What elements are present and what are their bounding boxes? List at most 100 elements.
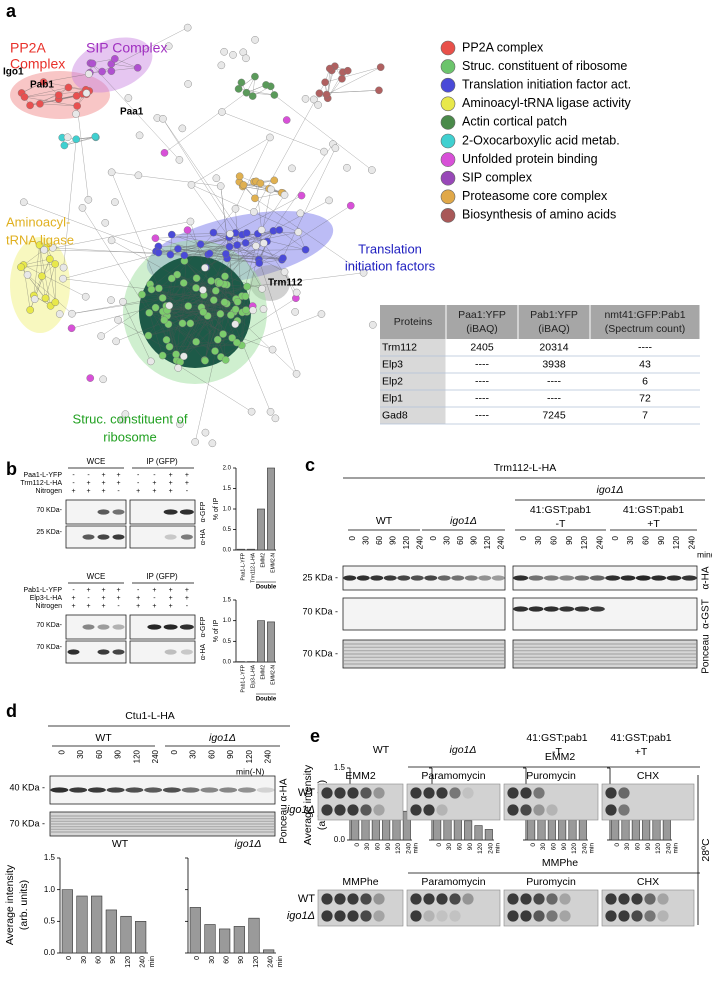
network-edge xyxy=(111,172,167,307)
plate-label: Puromycin xyxy=(526,876,576,888)
band xyxy=(513,606,529,612)
plate-label: Paramomycin xyxy=(421,770,485,782)
band xyxy=(666,575,682,581)
network-node xyxy=(201,264,209,272)
x-tick-label: 30 xyxy=(209,956,216,964)
spot xyxy=(347,893,359,905)
spot xyxy=(334,804,346,816)
chart-title: 41:GST:pab1 xyxy=(526,732,587,744)
network-node xyxy=(209,228,218,237)
network-node xyxy=(369,321,377,329)
network-node xyxy=(174,364,182,372)
network-edge xyxy=(23,258,50,266)
network-node xyxy=(67,324,76,333)
table-cell: Elp2 xyxy=(382,375,403,387)
network-node xyxy=(88,59,97,68)
blot xyxy=(129,525,196,549)
legend-label: Unfolded protein binding xyxy=(462,152,598,166)
bar xyxy=(120,915,132,954)
blot xyxy=(512,597,698,631)
condition-sign: + xyxy=(152,603,156,610)
x-tick-label: 120 xyxy=(477,843,484,854)
x-tick-label: 90 xyxy=(110,956,117,964)
network-node xyxy=(343,66,352,75)
column-header: WCE xyxy=(87,457,106,466)
band xyxy=(437,575,451,581)
network-edge xyxy=(166,281,219,341)
x-tick-label: 90 xyxy=(561,843,568,851)
x-tick-label: 120 xyxy=(125,956,132,968)
band xyxy=(513,575,529,581)
band xyxy=(528,575,544,581)
column-header: IP (GFP) xyxy=(146,572,178,581)
network-node xyxy=(280,191,289,199)
network-node xyxy=(228,334,236,342)
network-node xyxy=(249,306,257,315)
band xyxy=(605,575,621,581)
table-cell: 2405 xyxy=(470,341,494,353)
x-tick-label: 60 xyxy=(96,956,103,964)
network-node xyxy=(41,294,50,302)
network-node xyxy=(162,336,171,344)
network-node xyxy=(242,229,251,237)
network-node xyxy=(227,311,235,319)
spot xyxy=(449,893,461,905)
network-node xyxy=(376,63,385,71)
network-node xyxy=(317,310,326,318)
column-header: WCE xyxy=(87,572,106,581)
spot xyxy=(605,787,617,799)
legend-swatch xyxy=(440,115,456,130)
y-axis-label: Average intensity xyxy=(302,764,314,845)
band xyxy=(589,606,605,612)
time-label: 240 xyxy=(687,535,696,549)
table-cell: Elp3 xyxy=(382,358,403,370)
network-node xyxy=(270,91,279,99)
network-node xyxy=(237,78,246,87)
legend-label: 2-Oxocarboxylic acid metab. xyxy=(462,133,620,147)
network-node xyxy=(59,274,67,283)
condition-sign: + xyxy=(169,587,173,594)
x-tick-label: 90 xyxy=(385,843,392,851)
bar xyxy=(219,928,231,954)
network-edge xyxy=(43,73,89,83)
time-label: 240 xyxy=(496,535,505,549)
antibody-label: α-HA xyxy=(279,778,290,801)
time-label: 30 xyxy=(442,535,451,544)
network-edge xyxy=(43,81,86,90)
network-node xyxy=(180,251,189,260)
network-node xyxy=(266,133,274,142)
network-node xyxy=(315,89,324,98)
network-node xyxy=(229,51,237,59)
network-node xyxy=(192,284,200,292)
network-edge xyxy=(167,294,204,311)
antibody-label: α-GFP xyxy=(200,616,207,637)
legend-swatch xyxy=(440,77,456,93)
network-node xyxy=(184,302,193,310)
time-label: 120 xyxy=(672,535,681,549)
table-cell: ---- xyxy=(547,392,561,404)
band xyxy=(112,649,125,655)
band xyxy=(237,787,256,793)
spot xyxy=(373,804,385,816)
network-edge xyxy=(24,87,69,98)
band xyxy=(589,575,605,581)
network-edge xyxy=(142,294,204,296)
network-node xyxy=(124,94,133,102)
x-tick-label: 60 xyxy=(457,843,464,851)
antibody-label: Ponceau xyxy=(701,634,712,673)
network-node xyxy=(343,163,351,172)
network-node xyxy=(23,271,32,279)
network-edge xyxy=(122,301,151,362)
legend-label: Translation initiation factor act. xyxy=(462,77,631,91)
network-node xyxy=(192,338,200,346)
legend-label: Aminoacyl-tRNA ligase activity xyxy=(462,96,632,110)
network-node xyxy=(63,133,72,142)
spot xyxy=(533,893,545,905)
strain-label: WT xyxy=(298,787,315,799)
network-node xyxy=(172,350,180,359)
x-tick-label: EMM2-N xyxy=(270,665,276,685)
bar xyxy=(204,924,216,954)
x-unit: min xyxy=(589,843,596,854)
network-node xyxy=(231,205,240,213)
time-label: 240 xyxy=(264,749,273,763)
